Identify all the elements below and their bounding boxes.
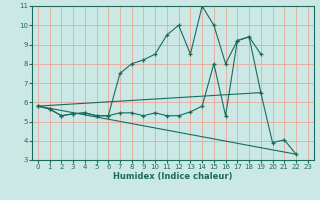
- X-axis label: Humidex (Indice chaleur): Humidex (Indice chaleur): [113, 172, 233, 181]
